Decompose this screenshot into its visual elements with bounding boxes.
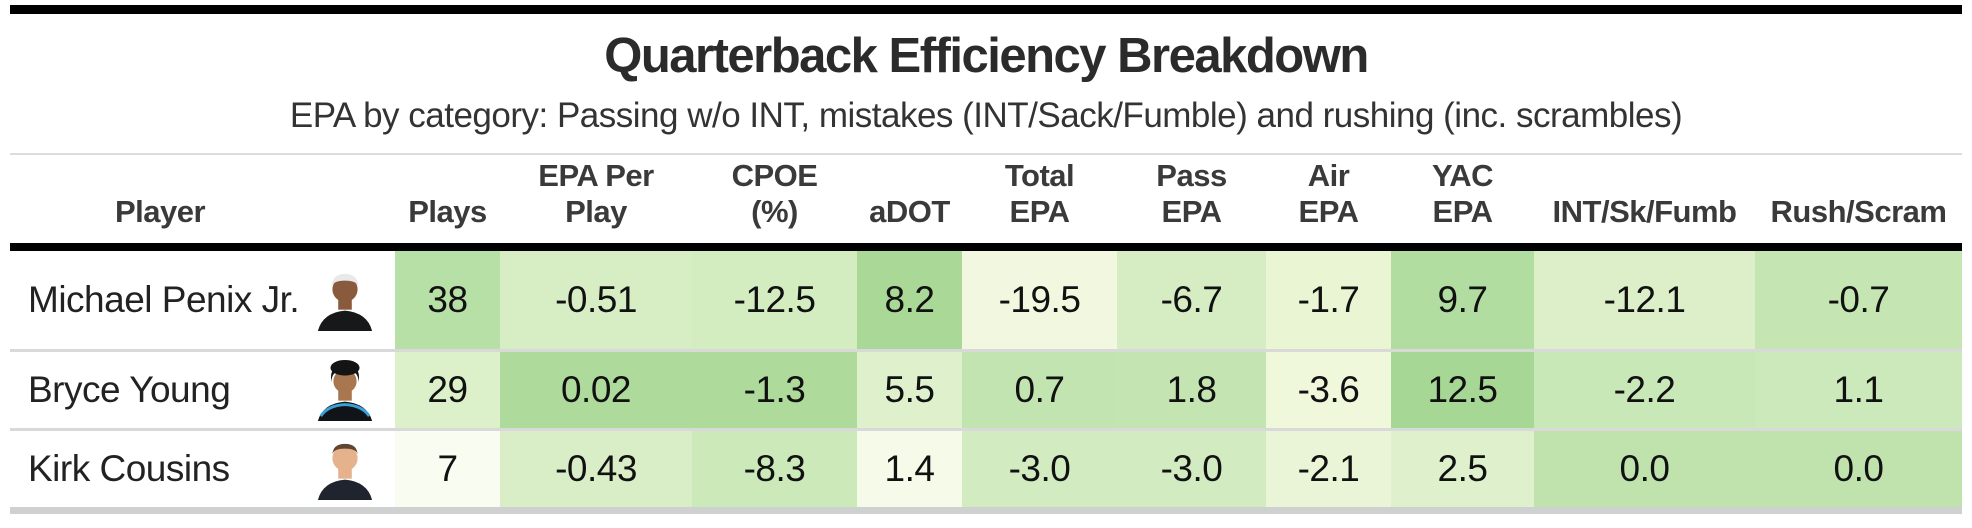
stat-cell-adot: 8.2 (857, 251, 962, 349)
player-headshot (309, 438, 381, 500)
table-top-rule (10, 153, 1962, 155)
stat-cell-rush-scram: -0.7 (1755, 251, 1962, 349)
stat-cell-total-epa: -19.5 (962, 251, 1117, 349)
table-header-row: Player Plays EPA Per Play CPOE (%) aDOT … (10, 155, 1962, 243)
stat-cell-int-sk-fumb: 0.0 (1534, 431, 1755, 507)
stat-cell-int-sk-fumb: -2.2 (1534, 352, 1755, 428)
stat-cell-pass-epa: -6.7 (1117, 251, 1266, 349)
column-header-plays: Plays (408, 194, 487, 229)
stat-cell-cpoe: -12.5 (692, 251, 857, 349)
column-header-epa-per-play: EPA Per Play (538, 158, 654, 229)
player-name: Kirk Cousins (28, 448, 230, 489)
column-header-adot: aDOT (869, 194, 950, 229)
column-header-pass-epa: Pass EPA (1156, 158, 1227, 229)
stat-cell-cpoe: -8.3 (692, 431, 857, 507)
header-underline (10, 243, 1962, 251)
stat-cell-total-epa: 0.7 (962, 352, 1117, 428)
stat-cell-pass-epa: -3.0 (1117, 431, 1266, 507)
table-bottom-bar (10, 507, 1962, 514)
stat-cell-rush-scram: 1.1 (1755, 352, 1962, 428)
stats-table: Player Plays EPA Per Play CPOE (%) aDOT … (10, 153, 1962, 514)
stat-cell-yac-epa: 2.5 (1391, 431, 1534, 507)
page-title: Quarterback Efficiency Breakdown (604, 29, 1369, 83)
stat-cell-adot: 1.4 (857, 431, 962, 507)
stat-cell-rush-scram: 0.0 (1755, 431, 1962, 507)
column-header-player: Player (114, 194, 206, 229)
player-headshot (309, 269, 381, 331)
stat-cell-plays: 38 (395, 251, 500, 349)
row-separator (10, 349, 1962, 352)
column-header-air-epa: Air EPA (1298, 158, 1359, 229)
stat-cell-yac-epa: 12.5 (1391, 352, 1534, 428)
player-cell: Michael Penix Jr. (10, 251, 395, 349)
stat-cell-air-epa: -1.7 (1266, 251, 1391, 349)
player-cell: Bryce Young (10, 352, 395, 428)
stat-cell-epa-per-play: -0.43 (500, 431, 692, 507)
stat-cell-epa-per-play: 0.02 (500, 352, 692, 428)
column-header-rush-scram: Rush/Scram (1770, 194, 1947, 229)
stat-cell-plays: 7 (395, 431, 500, 507)
stat-cell-pass-epa: 1.8 (1117, 352, 1266, 428)
stat-cell-int-sk-fumb: -12.1 (1534, 251, 1755, 349)
stat-cell-epa-per-play: -0.51 (500, 251, 692, 349)
stat-cell-air-epa: -2.1 (1266, 431, 1391, 507)
page-subtitle: EPA by category: Passing w/o INT, mistak… (289, 96, 1683, 135)
stat-cell-air-epa: -3.6 (1266, 352, 1391, 428)
column-header-int-sk-fumb: INT/Sk/Fumb (1552, 194, 1737, 229)
column-header-total-epa: Total EPA (1004, 158, 1075, 229)
stat-cell-adot: 5.5 (857, 352, 962, 428)
stat-cell-total-epa: -3.0 (962, 431, 1117, 507)
player-name: Bryce Young (28, 369, 231, 410)
column-header-cpoe: CPOE (%) (731, 158, 818, 229)
top-accent-bar (10, 5, 1962, 14)
row-separator (10, 428, 1962, 431)
table-row: Bryce Young 29 0.02 -1.3 5.5 0.7 1.8 (10, 352, 1962, 428)
player-headshot (309, 359, 381, 421)
stat-cell-yac-epa: 9.7 (1391, 251, 1534, 349)
table-row: Michael Penix Jr. 38 -0.51 -12.5 8.2 -19… (10, 251, 1962, 349)
table-row: Kirk Cousins 7 -0.43 -8.3 1.4 -3.0 -3.0 … (10, 431, 1962, 507)
stat-cell-cpoe: -1.3 (692, 352, 857, 428)
column-header-yac-epa: YAC EPA (1431, 158, 1494, 229)
player-name: Michael Penix Jr. (28, 279, 300, 320)
stat-cell-plays: 29 (395, 352, 500, 428)
player-cell: Kirk Cousins (10, 431, 395, 507)
